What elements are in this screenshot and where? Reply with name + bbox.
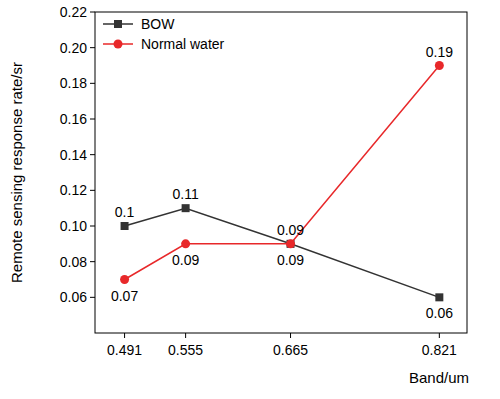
y-tick <box>90 154 95 155</box>
x-axis-label: Band/um <box>409 369 469 386</box>
legend-entry: Normal water <box>103 36 225 52</box>
marker <box>181 239 190 248</box>
x-tick <box>185 333 186 338</box>
series-line <box>125 66 440 280</box>
marker <box>286 239 295 248</box>
data-label: 0.11 <box>173 186 199 202</box>
x-tick-label: 0.491 <box>107 342 142 358</box>
y-tick-label: 0.06 <box>60 289 87 305</box>
marker <box>182 204 190 212</box>
y-tick <box>90 83 95 84</box>
x-tick-label: 0.555 <box>168 342 203 358</box>
y-tick <box>90 12 95 13</box>
marker <box>114 40 123 49</box>
y-tick-label: 0.14 <box>60 147 87 163</box>
x-tick-label: 0.821 <box>422 342 457 358</box>
data-label: 0.09 <box>277 252 304 268</box>
y-tick <box>90 261 95 262</box>
x-tick-label: 0.665 <box>273 342 308 358</box>
data-label: 0.07 <box>111 288 138 304</box>
plot-area <box>120 61 444 301</box>
y-tick-label: 0.12 <box>60 182 87 198</box>
marker <box>121 222 129 230</box>
y-tick-label: 0.20 <box>60 40 87 56</box>
data-label: 0.09 <box>172 252 199 268</box>
y-tick-label: 0.08 <box>60 254 87 270</box>
x-tick <box>290 333 291 338</box>
y-tick-label: 0.22 <box>60 4 87 20</box>
data-label: 0.19 <box>426 44 453 60</box>
marker <box>287 240 295 248</box>
y-tick <box>90 297 95 298</box>
y-tick <box>90 226 95 227</box>
legend-label: Normal water <box>141 36 225 52</box>
legend-entry: BOW <box>103 16 175 32</box>
x-tick <box>439 333 440 338</box>
marker <box>120 275 129 284</box>
y-tick-label: 0.18 <box>60 75 87 91</box>
x-tick <box>124 333 125 338</box>
marker <box>435 293 443 301</box>
y-tick <box>90 190 95 191</box>
data-label: 0.1 <box>115 204 135 220</box>
chart: 0.06 0.08 0.10 0.12 0.14 0.16 0.18 0.20 0.22 0.49… <box>0 0 500 399</box>
data-label: 0.06 <box>426 305 453 321</box>
y-tick-label: 0.16 <box>60 111 87 127</box>
marker <box>114 20 122 28</box>
marker <box>435 61 444 70</box>
data-label: 0.09 <box>277 222 304 238</box>
legend-label: BOW <box>141 16 175 32</box>
plot-frame <box>95 12 467 333</box>
y-tick-label: 0.10 <box>60 218 87 234</box>
y-tick <box>90 119 95 120</box>
y-axis-label: Remote sensing response rate/sr <box>8 62 25 283</box>
y-tick <box>90 47 95 48</box>
series-line <box>125 208 440 297</box>
